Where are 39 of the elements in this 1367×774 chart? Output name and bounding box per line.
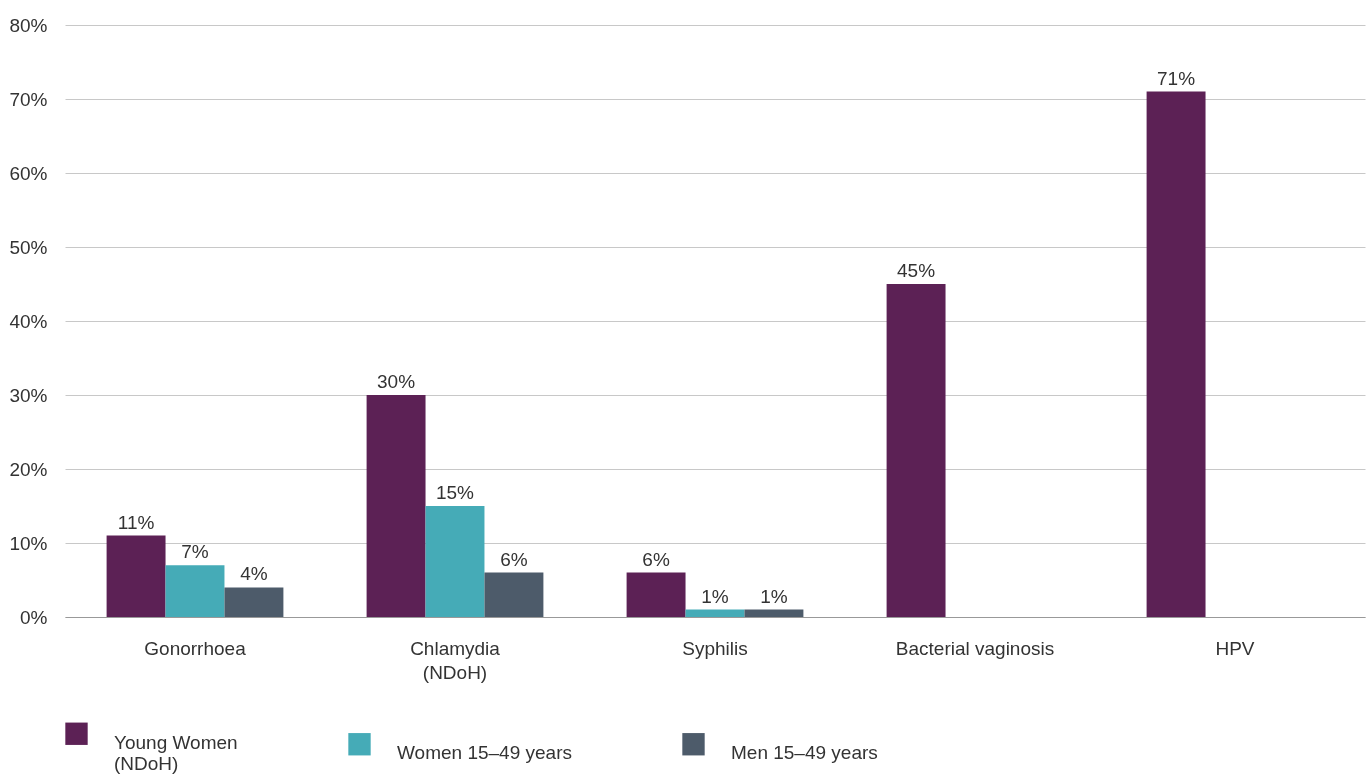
x-tick-label: Bacterial vaginosis [895, 637, 1055, 659]
data-label: 6% [642, 548, 670, 570]
bar [1146, 91, 1206, 617]
bar [685, 609, 745, 617]
y-tick-label: 40% [9, 310, 48, 332]
bar [484, 572, 544, 617]
y-tick-label: 20% [9, 458, 48, 480]
data-label: 1% [760, 585, 788, 607]
bar [366, 395, 426, 617]
data-label: 6% [500, 548, 528, 570]
data-label: 71% [1157, 67, 1196, 89]
data-label: 1% [701, 585, 729, 607]
data-label: 11% [117, 511, 155, 533]
bar [744, 609, 804, 617]
data-label: 15% [435, 482, 475, 503]
y-tick-label: 70% [9, 88, 48, 110]
data-label: 7% [181, 541, 209, 563]
legend-label: Men 15–49 years [731, 742, 878, 764]
y-tick-label: 80% [9, 14, 48, 36]
bar [886, 284, 946, 617]
y-tick-label: 10% [9, 532, 48, 554]
x-tick-label: Chlamydia (NDoH) [410, 637, 501, 683]
legend-label: Young Women (NDoH) [114, 731, 238, 774]
data-label: 45% [897, 260, 936, 281]
y-tick-label: 0% [20, 606, 48, 628]
x-tick-label: HPV [1215, 637, 1255, 659]
x-tick-label: Syphilis [682, 637, 748, 659]
data-label: 30% [377, 371, 416, 392]
data-label: 4% [240, 563, 268, 585]
bar [224, 587, 284, 617]
x-tick-label: Gonorrhoea [144, 637, 247, 659]
bar [165, 565, 225, 617]
y-tick-label: 50% [9, 236, 48, 258]
bar [425, 506, 485, 617]
legend-label: Women 15–49 years [397, 742, 572, 764]
y-tick-label: 30% [9, 384, 48, 406]
bar [106, 535, 166, 617]
bar [626, 572, 686, 617]
y-tick-label: 60% [9, 162, 48, 184]
